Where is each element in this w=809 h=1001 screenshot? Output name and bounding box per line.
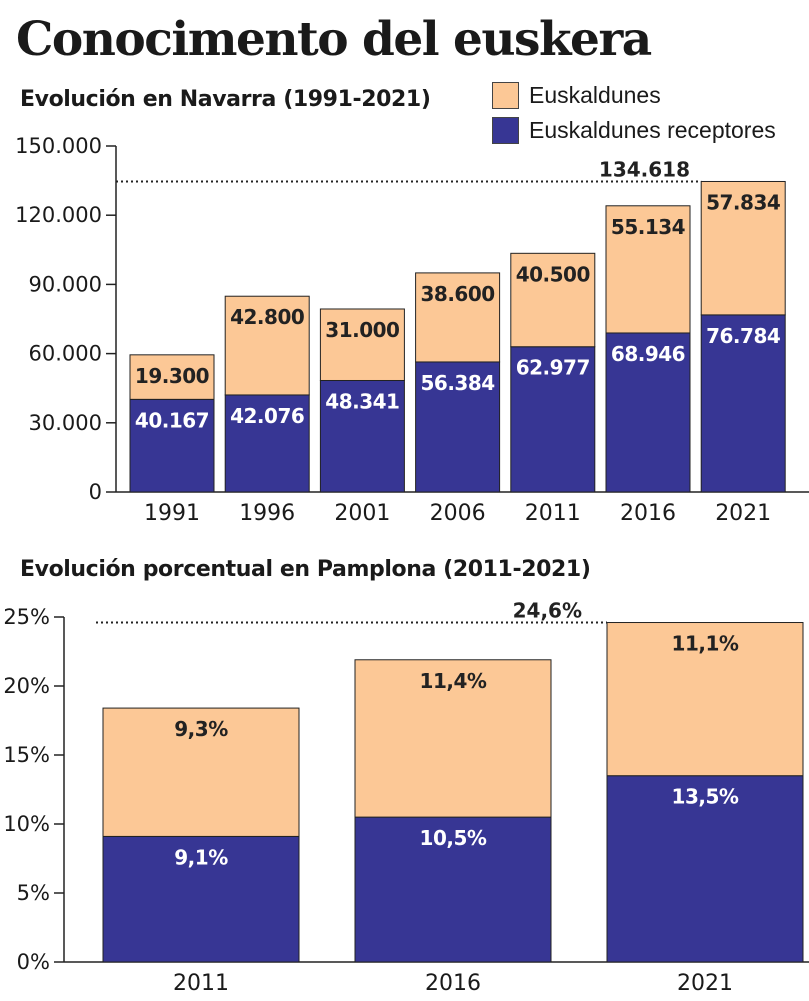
chart-1-y-tick-label: 60.000 (29, 342, 102, 366)
chart-1-category-label: 2016 (620, 501, 676, 526)
chart-2-category-label: 2016 (425, 971, 481, 996)
chart-2-value-label-receptores: 13,5% (672, 785, 739, 809)
chart-1-bar-euskaldunes (129, 354, 215, 400)
chart-1-category-label: 2006 (430, 501, 486, 526)
chart-1-category-label: 2021 (715, 501, 771, 526)
chart-1-value-label-receptores: 62.977 (516, 356, 590, 380)
chart-1-bar-receptores (129, 398, 215, 493)
legend-item-receptores: Euskaldunes receptores (492, 115, 776, 145)
chart-1-category-label: 1991 (144, 501, 200, 526)
chart-1-value-label-receptores: 42.076 (230, 404, 304, 428)
legend-swatch-euskaldunes (492, 81, 519, 109)
chart-2-bar-receptores (354, 816, 552, 963)
legend-label-receptores: Euskaldunes receptores (529, 116, 776, 143)
chart-2-y-tick-label: 0% (17, 950, 50, 974)
chart-1-bar-receptores (605, 332, 691, 493)
chart-2-y-tick-label: 5% (17, 881, 50, 905)
chart-2-category-label: 2021 (677, 971, 733, 996)
chart-1-bar-euskaldunes (605, 205, 691, 334)
chart-1-category-label: 1996 (239, 501, 295, 526)
chart-1-title: Evolución en Navarra (1991-2021) (20, 87, 431, 112)
chart-1-category-label: 2001 (334, 501, 390, 526)
chart-2-bar-euskaldunes (354, 659, 552, 818)
chart-1-reference-label: 134.618 (599, 157, 690, 181)
chart-2-value-label-euskaldunes: 11,1% (672, 632, 739, 656)
chart-1-value-label-euskaldunes: 42.800 (230, 305, 304, 329)
chart-1-y-tick-label: 90.000 (29, 272, 102, 296)
chart-1-value-label-euskaldunes: 19.300 (135, 364, 209, 388)
chart-1-value-label-euskaldunes: 57.834 (706, 190, 780, 214)
chart-2-category-label: 2011 (173, 971, 229, 996)
chart-2-bar-euskaldunes (606, 622, 804, 777)
chart-2-value-label-euskaldunes: 11,4% (420, 669, 487, 693)
chart-1-value-label-receptores: 68.946 (611, 342, 685, 366)
chart-1-value-label-euskaldunes: 31.000 (325, 318, 399, 342)
chart-2-y-tick-label: 25% (3, 605, 50, 629)
chart-2-bar-receptores (606, 775, 804, 963)
chart-1-value-label-receptores: 56.384 (421, 371, 495, 395)
legend-label-euskaldunes: Euskaldunes (529, 81, 661, 108)
chart-2-value-label-receptores: 9,1% (174, 845, 228, 869)
chart-2-y-tick-label: 10% (3, 812, 50, 836)
chart-1-y-tick-label: 150.000 (15, 134, 102, 158)
chart-1-bar-receptores (319, 379, 405, 493)
chart-1-bar-receptores (415, 361, 501, 493)
chart-1-value-label-receptores: 76.784 (706, 324, 780, 348)
chart-1-category-label: 2011 (525, 501, 581, 526)
chart-1-y-tick-label: 0 (89, 480, 102, 504)
chart-1-y-tick-label: 30.000 (29, 411, 102, 435)
chart-1-bar-euskaldunes (700, 180, 786, 316)
chart-2-bar-receptores (102, 835, 300, 963)
chart-1-value-label-euskaldunes: 40.500 (516, 262, 590, 286)
chart-1-bar-euskaldunes (224, 295, 310, 396)
chart-1-bar-euskaldunes (319, 308, 405, 381)
chart-1-bar-euskaldunes (415, 272, 501, 363)
chart-1-y-tick-label: 120.000 (15, 203, 102, 227)
chart-2-y-tick-label: 20% (3, 674, 50, 698)
chart-1-value-label-euskaldunes: 38.600 (421, 282, 495, 306)
chart-1-bar-euskaldunes (510, 252, 596, 348)
chart-2-title: Evolución porcentual en Pamplona (2011-2… (20, 557, 591, 582)
legend-item-euskaldunes: Euskaldunes (492, 80, 661, 110)
chart-2-reference-label: 24,6% (513, 599, 582, 623)
chart-1-bar-receptores (224, 394, 310, 493)
chart-2-value-label-euskaldunes: 9,3% (174, 717, 228, 741)
legend-swatch-receptores (492, 116, 519, 144)
chart-1-value-label-receptores: 48.341 (325, 389, 399, 413)
page-title: Conocimento del euskera (16, 12, 652, 67)
chart-2-bar-euskaldunes (102, 707, 300, 837)
chart-2-y-tick-label: 15% (3, 743, 50, 767)
chart-1-value-label-euskaldunes: 55.134 (611, 215, 685, 239)
chart-2-value-label-receptores: 10,5% (420, 826, 487, 850)
chart-1-value-label-receptores: 40.167 (135, 408, 209, 432)
